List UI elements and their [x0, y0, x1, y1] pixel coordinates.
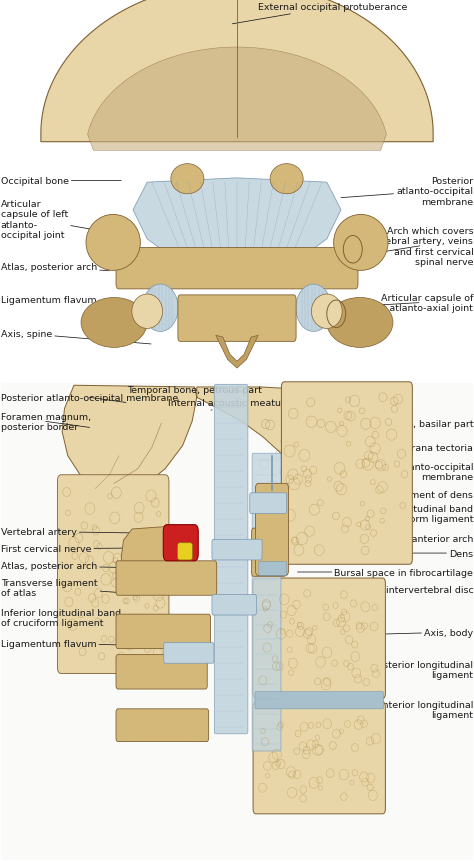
Polygon shape [197, 387, 412, 517]
Text: Superior longitudinal band
of cruciform ligament: Superior longitudinal band of cruciform … [288, 505, 474, 523]
Text: Articular
capsule of left
atlanto-
occipital joint: Articular capsule of left atlanto- occip… [0, 200, 98, 240]
Text: Arch which covers
vertebral artery, veins
and first cervical
spinal nerve: Arch which covers vertebral artery, vein… [366, 226, 474, 267]
FancyBboxPatch shape [116, 615, 210, 649]
Polygon shape [88, 48, 386, 152]
FancyBboxPatch shape [164, 643, 214, 664]
FancyBboxPatch shape [253, 579, 385, 698]
Ellipse shape [171, 164, 204, 195]
FancyBboxPatch shape [163, 525, 198, 561]
Text: Internal acoustic meatus: Internal acoustic meatus [168, 399, 286, 411]
Text: Anterior longitudinal
ligament: Anterior longitudinal ligament [312, 700, 474, 720]
Ellipse shape [296, 285, 331, 332]
Text: Axis, spine: Axis, spine [0, 330, 151, 344]
Text: Atlas, posterior arch: Atlas, posterior arch [0, 562, 134, 571]
FancyBboxPatch shape [116, 709, 209, 741]
Ellipse shape [270, 164, 303, 195]
Text: Bursal space in fibrocartilage: Bursal space in fibrocartilage [298, 568, 474, 577]
FancyBboxPatch shape [178, 295, 296, 342]
Ellipse shape [81, 298, 147, 348]
FancyBboxPatch shape [214, 385, 248, 734]
Text: Ligamentum flavum: Ligamentum flavum [0, 639, 132, 648]
FancyBboxPatch shape [116, 655, 207, 690]
FancyBboxPatch shape [252, 454, 281, 751]
Text: Ligamentum flavum: Ligamentum flavum [0, 295, 128, 304]
FancyBboxPatch shape [250, 493, 287, 514]
FancyBboxPatch shape [255, 484, 289, 576]
Text: Occipital bone, basilar part: Occipital bone, basilar part [341, 419, 474, 429]
Text: Membrana tectoria: Membrana tectoria [302, 443, 474, 452]
Text: Articular capsule of
right atlanto-axial joint: Articular capsule of right atlanto-axial… [365, 294, 474, 313]
Text: Vertebral artery: Vertebral artery [0, 528, 159, 536]
Ellipse shape [86, 215, 140, 271]
Ellipse shape [143, 285, 178, 332]
FancyBboxPatch shape [0, 383, 474, 860]
Text: Atlas, anterior arch: Atlas, anterior arch [288, 535, 474, 543]
Text: Temporal bone, petrous part: Temporal bone, petrous part [128, 386, 262, 398]
Ellipse shape [311, 294, 342, 329]
FancyBboxPatch shape [259, 562, 287, 576]
Text: Posterior longitudinal
ligament: Posterior longitudinal ligament [307, 660, 474, 679]
FancyBboxPatch shape [57, 475, 169, 674]
Text: Anterior atlanto-occipital
membrane: Anterior atlanto-occipital membrane [298, 462, 474, 481]
FancyBboxPatch shape [177, 543, 192, 561]
Text: Remains of intervertebral disc: Remains of intervertebral disc [293, 585, 474, 594]
FancyBboxPatch shape [212, 540, 262, 561]
Ellipse shape [132, 294, 163, 329]
FancyBboxPatch shape [116, 248, 358, 289]
Text: Atlas, posterior arch: Atlas, posterior arch [0, 263, 109, 272]
Text: Dens: Dens [302, 549, 474, 558]
Text: Axis, body: Axis, body [354, 628, 474, 637]
Polygon shape [62, 386, 197, 492]
FancyBboxPatch shape [116, 561, 217, 596]
Text: Posterior atlanto-occipital membrane: Posterior atlanto-occipital membrane [0, 393, 178, 403]
Polygon shape [133, 178, 341, 269]
Polygon shape [216, 336, 258, 369]
FancyBboxPatch shape [252, 529, 286, 577]
FancyBboxPatch shape [255, 692, 383, 709]
FancyBboxPatch shape [212, 595, 256, 616]
Text: First cervical nerve: First cervical nerve [0, 545, 151, 554]
FancyBboxPatch shape [253, 702, 385, 814]
Text: Foramen magnum,
posterior border: Foramen magnum, posterior border [0, 412, 91, 431]
FancyBboxPatch shape [282, 382, 412, 565]
Text: Apical ligament of dens: Apical ligament of dens [288, 491, 474, 499]
Text: Posterior
atlanto-occipital
membrane: Posterior atlanto-occipital membrane [341, 177, 474, 207]
Text: Transverse ligament
of atlas: Transverse ligament of atlas [0, 578, 133, 598]
Polygon shape [41, 0, 433, 143]
Text: Occipital bone: Occipital bone [0, 177, 121, 186]
Text: Inferior longitudinal band
of cruciform ligament: Inferior longitudinal band of cruciform … [0, 608, 129, 628]
Ellipse shape [327, 298, 393, 348]
Text: External occipital protuberance: External occipital protuberance [232, 3, 408, 25]
Ellipse shape [334, 215, 388, 271]
Polygon shape [121, 527, 181, 585]
